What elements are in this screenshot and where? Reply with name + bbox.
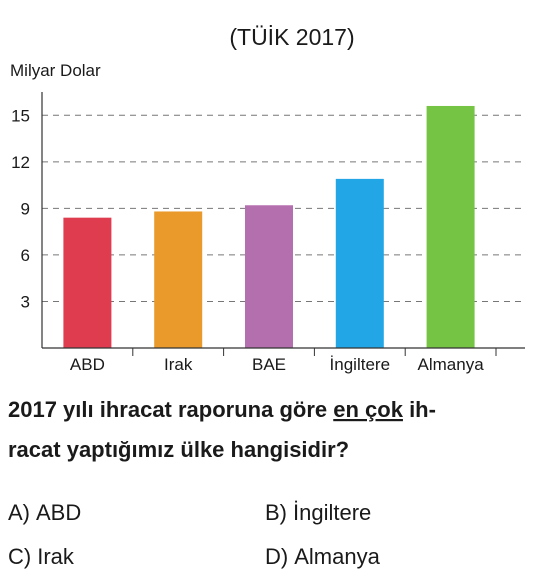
y-tick-label: 12 <box>11 153 30 172</box>
option-text: Almanya <box>294 544 380 569</box>
option: B) İngiltere <box>265 500 371 525</box>
option-text: ABD <box>36 500 81 525</box>
option-text: Irak <box>37 544 75 569</box>
x-tick-label: İngiltere <box>330 355 390 374</box>
y-tick-label: 9 <box>21 199 30 218</box>
option-letter: C) <box>8 544 31 569</box>
y-tick-label: 15 <box>11 106 30 125</box>
y-tick-label: 3 <box>21 292 30 311</box>
bar <box>335 178 384 348</box>
x-tick-label: Irak <box>164 355 193 374</box>
x-tick-label: ABD <box>70 355 105 374</box>
question: 2017 yılı ihracat raporuna göre en çok i… <box>8 397 436 462</box>
bar <box>154 211 203 348</box>
chart-title: (TÜİK 2017) <box>229 24 354 50</box>
y-tick-label: 6 <box>21 246 30 265</box>
option: D) Almanya <box>265 544 381 569</box>
option: A) ABD <box>8 500 81 525</box>
x-tick-label: BAE <box>252 355 286 374</box>
option: C) Irak <box>8 544 75 569</box>
question-text: en çok <box>333 397 403 422</box>
y-axis-label: Milyar Dolar <box>10 61 101 80</box>
bar <box>426 105 475 348</box>
bar <box>245 205 293 348</box>
option-letter: A) <box>8 500 30 525</box>
question-text: racat yaptığımız ülke hangisidir? <box>8 437 349 462</box>
bar <box>63 217 112 348</box>
option-letter: B) <box>265 500 287 525</box>
option-text: İngiltere <box>293 500 371 525</box>
question-text: 2017 yılı ihracat raporuna göre <box>8 397 333 422</box>
x-tick-label: Almanya <box>418 355 485 374</box>
question-text: ih- <box>403 397 436 422</box>
option-letter: D) <box>265 544 288 569</box>
